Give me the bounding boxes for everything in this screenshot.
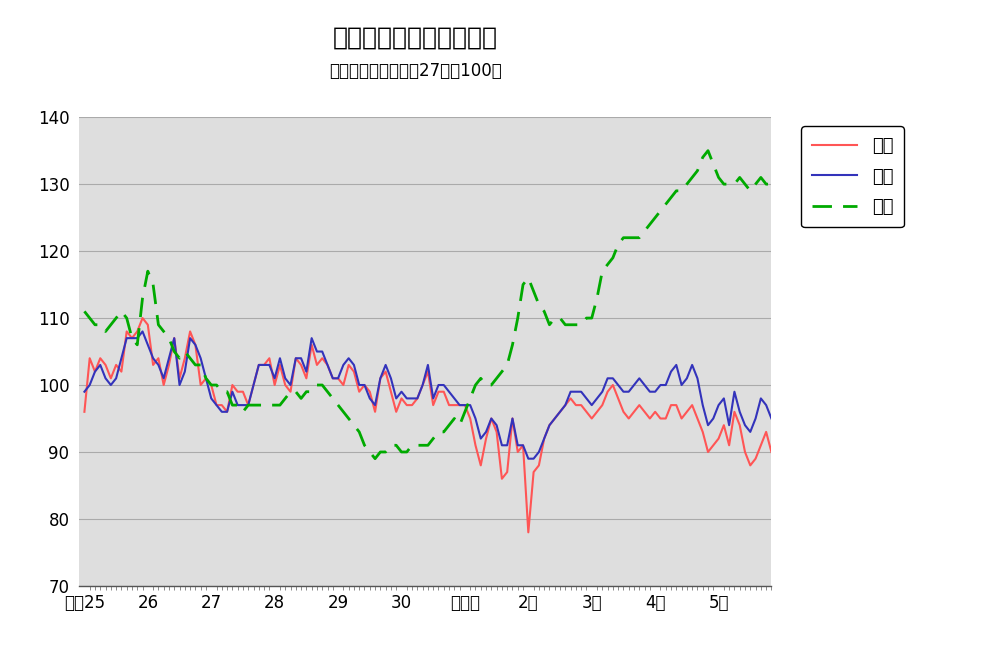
出荷 [301, 368, 313, 376]
在庫 [702, 146, 714, 154]
在庫 [369, 455, 381, 463]
出荷 [765, 415, 777, 422]
生産 [765, 448, 777, 456]
生産 [353, 388, 365, 396]
生産 [147, 361, 159, 369]
Text: （季節調整済、平成27年＝100）: （季節調整済、平成27年＝100） [329, 62, 501, 80]
出荷 [522, 455, 534, 463]
生産 [522, 529, 534, 536]
生産 [337, 381, 349, 389]
在庫 [348, 421, 360, 429]
生産 [78, 408, 90, 416]
生産 [301, 374, 313, 382]
在庫 [78, 307, 90, 315]
Legend: 生産, 出荷, 在庫: 生産, 出荷, 在庫 [801, 126, 904, 227]
出荷 [353, 381, 365, 389]
在庫 [141, 268, 153, 275]
出荷 [612, 381, 624, 389]
在庫 [607, 254, 619, 262]
出荷 [78, 388, 90, 396]
在庫 [432, 428, 444, 436]
出荷 [337, 361, 349, 369]
在庫 [765, 180, 777, 188]
生産 [432, 388, 444, 396]
生産 [136, 314, 148, 322]
出荷 [136, 327, 148, 335]
Text: 鳥取県鉱工業指数の推移: 鳥取県鉱工業指数の推移 [333, 26, 497, 50]
Line: 生産: 生産 [84, 318, 771, 533]
Line: 出荷: 出荷 [84, 331, 771, 459]
在庫 [295, 395, 307, 402]
出荷 [147, 354, 159, 362]
Line: 在庫: 在庫 [84, 150, 771, 459]
生産 [612, 395, 624, 402]
出荷 [432, 381, 444, 389]
在庫 [332, 401, 344, 409]
